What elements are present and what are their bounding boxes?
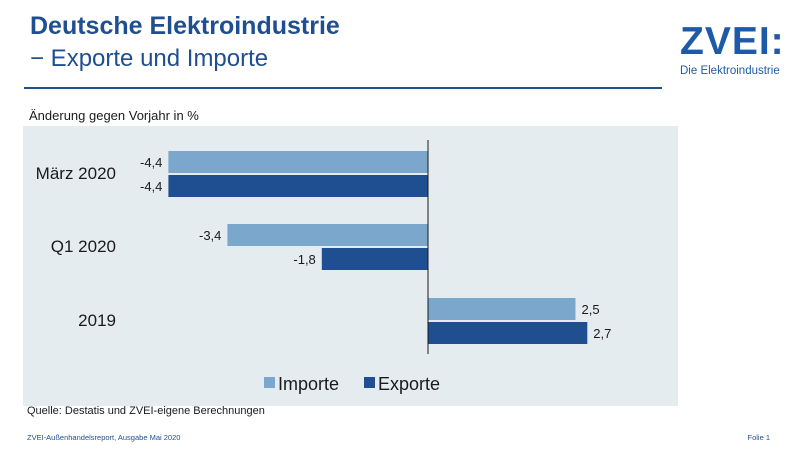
legend-swatch-importe xyxy=(264,377,275,388)
bar-exporte xyxy=(321,248,428,270)
data-label: 2,5 xyxy=(582,302,600,317)
bar-importe xyxy=(428,298,576,320)
bar-exporte xyxy=(428,322,588,344)
data-label: -3,4 xyxy=(199,228,221,243)
logo-tagline: Die Elektroindustrie xyxy=(680,65,780,77)
data-label: -4,4 xyxy=(140,179,162,194)
source-note: Quelle: Destatis und ZVEI-eigene Berechn… xyxy=(27,405,265,417)
data-label: -1,8 xyxy=(293,252,315,267)
legend-label: Importe xyxy=(278,374,339,394)
bar-importe xyxy=(227,224,428,246)
category-label: Q1 2020 xyxy=(51,237,116,256)
footer-report: ZVEI-Außenhandelsreport, Ausgabe Mai 202… xyxy=(27,433,181,442)
page-title: Deutsche Elektroindustrie xyxy=(30,12,340,40)
category-label: 2019 xyxy=(78,311,116,330)
data-label: -4,4 xyxy=(140,155,162,170)
logo-wordmark: ZVEI: xyxy=(680,20,785,63)
footer-slide-number: Folie 1 xyxy=(747,433,770,442)
bar-exporte xyxy=(168,175,428,197)
bar-importe xyxy=(168,151,428,173)
zvei-logo: ZVEI: Die Elektroindustrie xyxy=(680,22,788,82)
chart-axis-label: Änderung gegen Vorjahr in % xyxy=(29,108,199,123)
category-label: März 2020 xyxy=(36,164,116,183)
data-label: 2,7 xyxy=(593,326,611,341)
legend-label: Exporte xyxy=(378,374,440,394)
header-divider xyxy=(24,87,662,89)
legend-swatch-exporte xyxy=(364,377,375,388)
page-subtitle: − Exporte und Importe xyxy=(30,45,269,72)
